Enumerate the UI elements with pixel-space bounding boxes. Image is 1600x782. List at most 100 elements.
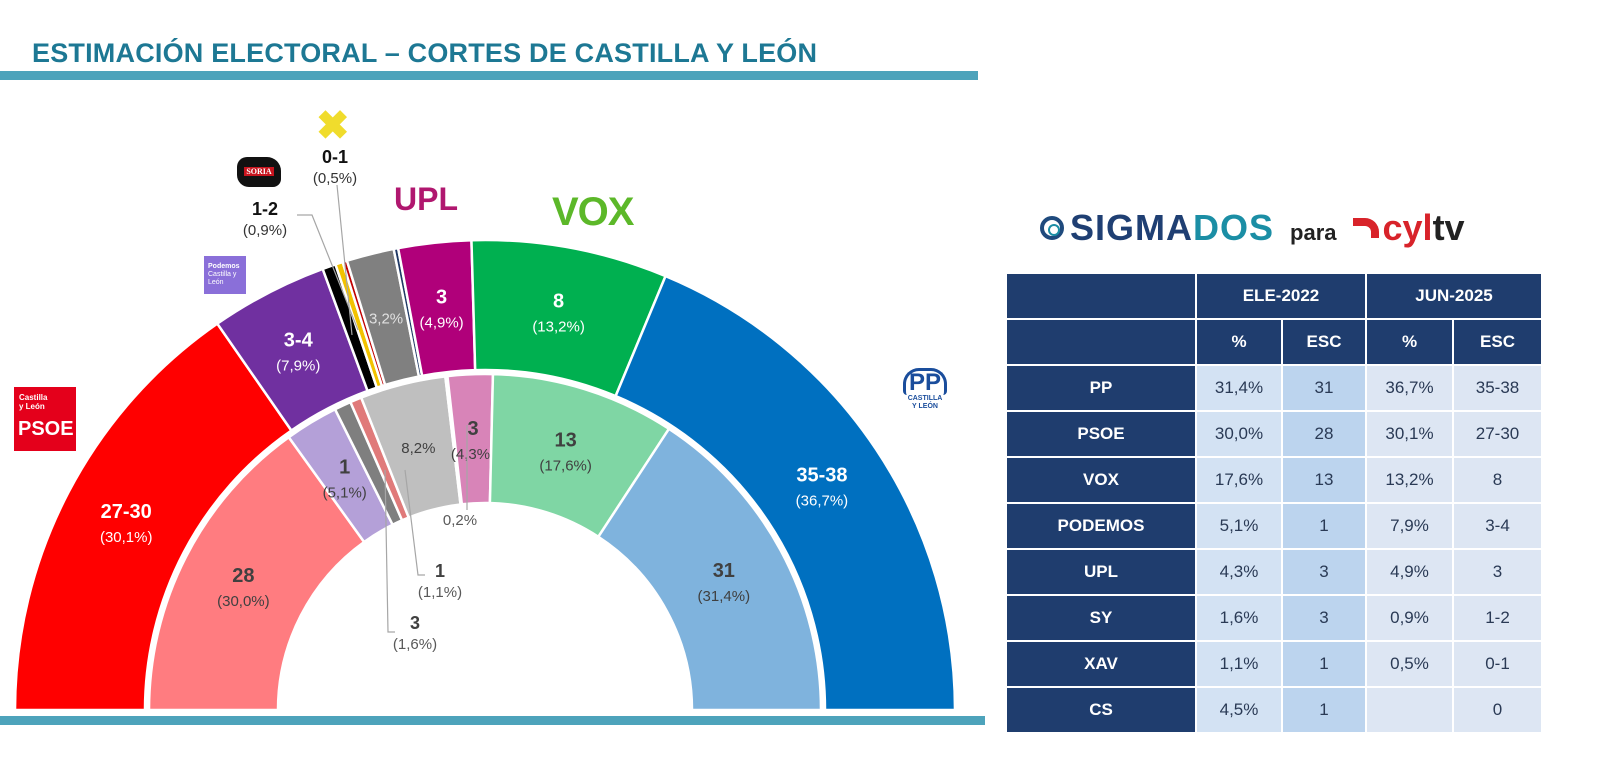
- table-row: PODEMOS 5,1% 1 7,9% 3-4: [1007, 504, 1541, 548]
- branding: SIGMA DOS para cyl tv: [1040, 207, 1465, 249]
- pct-label: (17,6%): [539, 458, 592, 475]
- xav-cross-logo: ✖: [316, 104, 350, 148]
- label-seats: 0-1: [321, 147, 348, 167]
- cell-jun-pct: 36,7%: [1367, 366, 1452, 410]
- label-sy-2025: 1-2 (0,9%): [230, 198, 300, 242]
- cell-party: PSOE: [1007, 412, 1195, 456]
- cell-jun-pct: 0,5%: [1367, 642, 1452, 686]
- corner-cell: [1007, 320, 1195, 364]
- sigmados-icon: [1040, 216, 1064, 240]
- psoe-logo-line1: Castilla: [19, 393, 48, 402]
- table-row: XAV 1,1% 1 0,5% 0-1: [1007, 642, 1541, 686]
- segment-jun-2025-pp: [613, 274, 957, 712]
- cell-party: PP: [1007, 366, 1195, 410]
- results-table: ELE-2022 JUN-2025 % ESC % ESC PP 31,4% 31 3…: [1005, 272, 1543, 734]
- soria-ya-logo: SORIA: [237, 157, 281, 187]
- subheader-esc: ESC: [1454, 320, 1541, 364]
- cell-party: UPL: [1007, 550, 1195, 594]
- label-pct: (1,1%): [417, 584, 463, 601]
- label-pct: (0,9%): [242, 222, 288, 239]
- title-underline: [0, 71, 978, 80]
- label-sy-2022: 3 (1,6%): [385, 612, 445, 656]
- cell-party: SY: [1007, 596, 1195, 640]
- cell-jun-pct: 7,9%: [1367, 504, 1452, 548]
- cell-jun-pct: 30,1%: [1367, 412, 1452, 456]
- upl-logo: UPL: [394, 181, 458, 217]
- cell-jun-pct: 0,9%: [1367, 596, 1452, 640]
- cell-ele-pct: 4,3%: [1197, 550, 1281, 594]
- pp-logo-text: PP: [902, 368, 947, 395]
- header-ele-2022: ELE-2022: [1197, 274, 1365, 318]
- table-row: PP 31,4% 31 36,7% 35-38: [1007, 366, 1541, 410]
- podemos-logo-line2: Castilla y: [208, 271, 237, 278]
- cell-jun-esc: 1-2: [1454, 596, 1541, 640]
- cell-ele-esc: 1: [1283, 642, 1365, 686]
- table-row: SY 1,6% 3 0,9% 1-2: [1007, 596, 1541, 640]
- cell-jun-esc: 8: [1454, 458, 1541, 502]
- leader-xav-2025: [336, 184, 353, 336]
- cell-jun-esc: 0: [1454, 688, 1541, 732]
- cell-ele-esc: 13: [1283, 458, 1365, 502]
- psoe-logo-line2: y León: [19, 402, 45, 411]
- cell-ele-pct: 5,1%: [1197, 504, 1281, 548]
- bottom-rule: [0, 716, 985, 725]
- hemicycle-chart: 27-30 (30,1%) 3-4 (7,9%) 3,2% 3 (4,9%) 8 (13,2%)…: [13, 184, 957, 712]
- seat-label: 3-4: [284, 330, 314, 352]
- page-title: ESTIMACIÓN ELECTORAL – CORTES DE CASTILL…: [32, 38, 818, 68]
- cell-ele-esc: 1: [1283, 688, 1365, 732]
- soria-logo-text: SORIA: [244, 167, 274, 176]
- cell-ele-pct: 30,0%: [1197, 412, 1281, 456]
- cell-jun-esc: 35-38: [1454, 366, 1541, 410]
- cell-jun-esc: 0-1: [1454, 642, 1541, 686]
- pct-label: (31,4%): [698, 588, 751, 605]
- corner-cell: [1007, 274, 1195, 318]
- cell-jun-esc: 3: [1454, 550, 1541, 594]
- label-xav-2022: 1 (1,1%): [410, 560, 470, 604]
- pct-label: 3,2%: [369, 310, 403, 327]
- seat-label: 3: [436, 286, 447, 308]
- segment-ele-2022-pp: [596, 427, 823, 712]
- cyltv-logo-a: cyl: [1382, 207, 1433, 248]
- connector-text: para: [1290, 220, 1337, 245]
- label-seats: 3: [409, 613, 420, 633]
- seat-label: 27-30: [101, 501, 152, 523]
- podemos-logo: Podemos Castilla y León: [204, 256, 246, 294]
- cell-party: CS: [1007, 688, 1195, 732]
- cyltv-logo-b: tv: [1432, 207, 1465, 248]
- leader-xav-2022: [404, 469, 425, 576]
- cell-ele-esc: 3: [1283, 550, 1365, 594]
- cell-ele-esc: 3: [1283, 596, 1365, 640]
- cell-jun-esc: 3-4: [1454, 504, 1541, 548]
- table-row: PSOE 30,0% 28 30,1% 27-30: [1007, 412, 1541, 456]
- pct-label: (4,3%): [451, 446, 495, 463]
- pct-label: (5,1%): [323, 485, 367, 502]
- pp-logo: PP CASTILLA Y LEÓN: [895, 368, 955, 411]
- cell-ele-pct: 4,5%: [1197, 688, 1281, 732]
- seat-label: 35-38: [796, 464, 847, 486]
- subheader-pct: %: [1367, 320, 1452, 364]
- seat-label: 3: [467, 418, 478, 440]
- cell-jun-esc: 27-30: [1454, 412, 1541, 456]
- sigmados-logo-a: SIGMA: [1070, 207, 1194, 248]
- pct-label: (30,0%): [217, 593, 270, 610]
- label-seats: 1-2: [251, 199, 278, 219]
- psoe-logo: Castilla y León PSOE: [14, 387, 76, 451]
- podemos-logo-line1: Podemos: [208, 263, 240, 270]
- cell-ele-pct: 1,6%: [1197, 596, 1281, 640]
- pct-label: 8,2%: [401, 440, 435, 457]
- pp-logo-line2: Y LEÓN: [912, 403, 938, 410]
- label-pct: 0,2%: [442, 512, 478, 529]
- pct-label: (36,7%): [796, 492, 849, 509]
- cell-ele-pct: 17,6%: [1197, 458, 1281, 502]
- cell-ele-esc: 31: [1283, 366, 1365, 410]
- podemos-logo-line3: León: [208, 279, 224, 286]
- pp-logo-line1: CASTILLA: [907, 395, 943, 402]
- seat-label: 8: [553, 291, 564, 313]
- sigmados-logo-b: DOS: [1193, 207, 1275, 248]
- leader-sy-2025: [297, 214, 359, 331]
- cell-ele-pct: 1,1%: [1197, 642, 1281, 686]
- psoe-logo-text: PSOE: [18, 418, 74, 440]
- table-row: CS 4,5% 1 0: [1007, 688, 1541, 732]
- cell-party: VOX: [1007, 458, 1195, 502]
- cell-party: PODEMOS: [1007, 504, 1195, 548]
